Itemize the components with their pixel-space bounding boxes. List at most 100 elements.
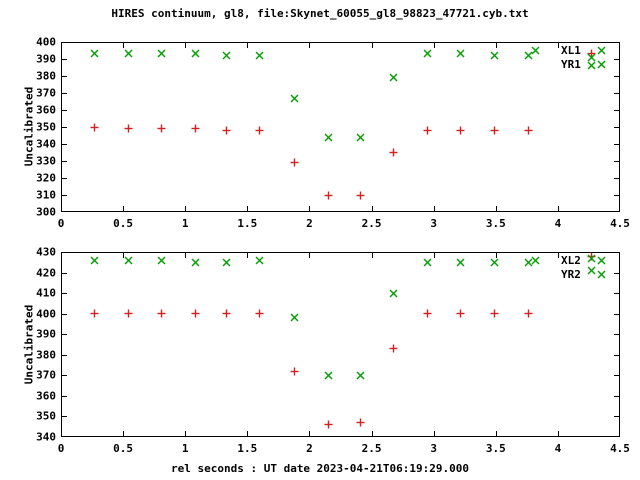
y-tick-mark	[614, 110, 620, 111]
y-tick-mark	[61, 395, 67, 397]
y-tick-label: 430	[36, 245, 56, 259]
x-tick-mark	[433, 252, 435, 258]
y-tick-label: 370	[36, 86, 56, 100]
y-tick-label: 330	[36, 154, 56, 168]
x-tick-mark	[433, 431, 435, 437]
y-tick-label: 400	[36, 35, 56, 49]
y-tick-label: 380	[36, 69, 56, 83]
y-tick-mark	[61, 293, 67, 295]
y-tick-mark	[614, 293, 620, 295]
x-axis-label: rel seconds : UT date 2023-04-21T06:19:2…	[170, 462, 469, 475]
y-tick-label: 390	[36, 52, 56, 66]
y-tick-mark	[61, 144, 67, 145]
x-tick-mark	[495, 206, 497, 212]
x-tick-mark	[123, 431, 125, 437]
x-tick-mark	[495, 42, 497, 48]
x-tick-mark	[309, 431, 311, 437]
y-tick-mark	[614, 334, 620, 336]
y-tick-label: 400	[36, 307, 56, 321]
y-tick-mark	[614, 144, 620, 145]
x-tick-label: 4	[554, 442, 562, 455]
x-tick-mark	[433, 206, 435, 212]
y-tick-mark	[614, 272, 620, 274]
x-tick-mark	[371, 252, 373, 258]
x-tick-label: 0	[57, 217, 65, 230]
legend-item-yr2: YR2	[531, 268, 621, 282]
x-tick-mark	[123, 252, 125, 258]
x-tick-mark	[557, 206, 559, 212]
y-tick-mark	[61, 354, 67, 356]
x-tick-label: 4.5	[610, 442, 630, 455]
x-tick-mark	[495, 252, 497, 258]
y-tick-label: 390	[36, 327, 56, 341]
x-tick-mark	[433, 42, 435, 48]
legend-marker-icon	[597, 46, 606, 55]
panel-2-frame	[61, 252, 620, 437]
legend-item-xl2: XL2	[531, 254, 621, 268]
y-tick-label: 350	[36, 120, 56, 134]
y-tick-label: 340	[36, 137, 56, 151]
y-tick-mark	[614, 59, 620, 60]
x-tick-label: 2.5	[361, 217, 382, 230]
legend-item-xl1: XL1	[531, 44, 621, 58]
x-tick-mark	[371, 431, 373, 437]
x-tick-label: 0.5	[113, 442, 134, 455]
y-tick-mark	[61, 93, 67, 94]
y-tick-mark	[614, 195, 620, 196]
x-tick-mark	[123, 42, 125, 48]
chart-panel-1: Uncalibrated 300 310 320 330 340 350 360 370 380…	[23, 36, 630, 231]
panel-2-y-axis-label: Uncalibrated	[22, 304, 36, 384]
y-tick-mark	[61, 178, 67, 179]
x-tick-label: 3	[430, 442, 437, 455]
y-tick-mark	[614, 178, 620, 179]
page-title: HIRES continuum, gl8, file:Skynet_60055_…	[111, 7, 529, 20]
y-tick-mark	[61, 272, 67, 274]
y-tick-mark	[61, 127, 67, 128]
x-tick-mark	[247, 42, 249, 48]
x-tick-label: 3.5	[485, 217, 506, 230]
y-tick-label: 380	[36, 348, 56, 362]
y-tick-mark	[614, 313, 620, 315]
x-tick-label: 2.5	[361, 442, 382, 455]
x-tick-mark	[309, 206, 311, 212]
legend-label: YR1	[561, 58, 581, 71]
x-tick-mark	[123, 206, 125, 212]
y-tick-label: 300	[36, 205, 56, 219]
x-tick-mark	[309, 42, 311, 48]
legend-marker-icon	[597, 256, 606, 265]
x-tick-mark	[557, 431, 559, 437]
x-tick-mark	[371, 206, 373, 212]
x-tick-mark	[557, 252, 559, 258]
y-tick-mark	[614, 127, 620, 128]
y-tick-mark	[61, 110, 67, 111]
y-tick-mark	[614, 416, 620, 418]
x-tick-label: 2	[306, 442, 313, 455]
panel-1-y-axis-label: Uncalibrated	[22, 86, 36, 167]
x-tick-mark	[309, 252, 311, 258]
x-tick-label: 1.5	[237, 442, 258, 455]
y-tick-mark	[614, 93, 620, 94]
x-tick-label: 4.5	[610, 217, 630, 230]
x-tick-mark	[247, 252, 249, 258]
y-tick-mark	[614, 375, 620, 377]
x-tick-label: 1	[181, 217, 189, 230]
x-tick-label: 0	[57, 442, 65, 455]
legend-marker-icon	[597, 60, 606, 69]
y-tick-label: 350	[36, 409, 56, 423]
y-tick-mark	[614, 161, 620, 162]
legend-marker-icon	[531, 46, 540, 55]
x-tick-mark	[185, 206, 187, 212]
y-tick-label: 340	[36, 430, 56, 444]
panel-1-legend: XL1 YR1	[531, 44, 621, 72]
x-tick-label: 0.5	[113, 217, 134, 230]
y-tick-label: 360	[36, 389, 56, 403]
y-tick-mark	[61, 59, 67, 60]
y-tick-label: 320	[36, 171, 56, 185]
legend-label: XL1	[561, 44, 581, 57]
y-tick-mark	[614, 76, 620, 77]
chart-panel-2: Uncalibrated 340 350 360 370 380 390 400 410 420…	[23, 246, 630, 456]
x-tick-mark	[495, 431, 497, 437]
x-tick-mark	[247, 431, 249, 437]
legend-label: XL2	[561, 254, 581, 267]
